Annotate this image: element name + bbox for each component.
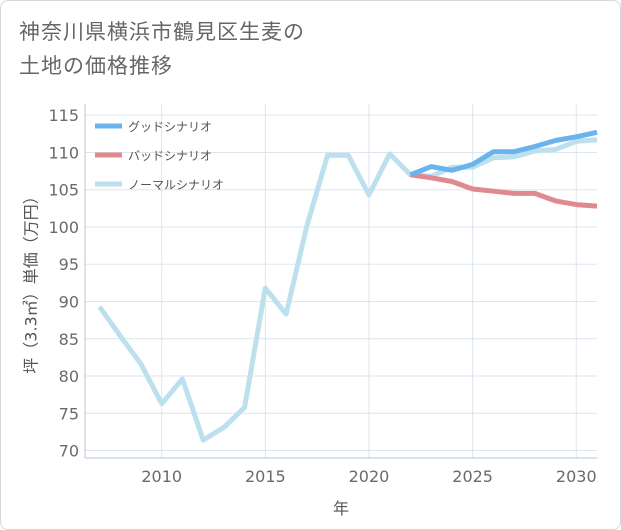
y-tick-label-115: 115 xyxy=(48,106,79,125)
y-tick-label-105: 105 xyxy=(48,181,79,200)
legend-label-2: ノーマルシナリオ xyxy=(128,178,224,192)
y-tick-label-95: 95 xyxy=(59,255,79,274)
y-tick-label-75: 75 xyxy=(59,404,79,423)
series-line-0 xyxy=(409,129,598,178)
y-tick-label-100: 100 xyxy=(48,218,79,237)
series-line-1 xyxy=(410,172,598,209)
chart-title: 神奈川県横浜市鶴見区生麦の 土地の価格推移 xyxy=(19,15,499,83)
series-line-2 xyxy=(97,137,598,443)
y-tick-label-90: 90 xyxy=(59,292,79,311)
chart-title-line-2: 土地の価格推移 xyxy=(19,54,173,78)
grid-lines xyxy=(85,104,597,458)
legend-label-0: グッドシナリオ xyxy=(128,120,212,134)
y-tick-label-85: 85 xyxy=(59,330,79,349)
x-tick-label-2015: 2015 xyxy=(245,467,286,486)
y-tick-label-110: 110 xyxy=(48,143,79,162)
x-axis-label: 年 xyxy=(333,499,349,518)
x-tick-label-2010: 2010 xyxy=(141,467,182,486)
y-tick-label-80: 80 xyxy=(59,367,79,386)
y-tick-label-70: 70 xyxy=(59,442,79,461)
axes: 70 75 80 85 90 95 100 105 110 115 2010 2015 2020 2025… xyxy=(48,104,597,486)
series-lines xyxy=(97,129,598,443)
legend-label-1: バッドシナリオ xyxy=(128,149,212,163)
x-tick-label-2030: 2030 xyxy=(556,467,597,486)
x-tick-label-2020: 2020 xyxy=(349,467,390,486)
x-tick-label-2025: 2025 xyxy=(452,467,493,486)
y-axis-label: 坪（3.3㎡）単価（万円） xyxy=(22,188,41,373)
chart-title-line-1: 神奈川県横浜市鶴見区生麦の xyxy=(19,20,305,44)
